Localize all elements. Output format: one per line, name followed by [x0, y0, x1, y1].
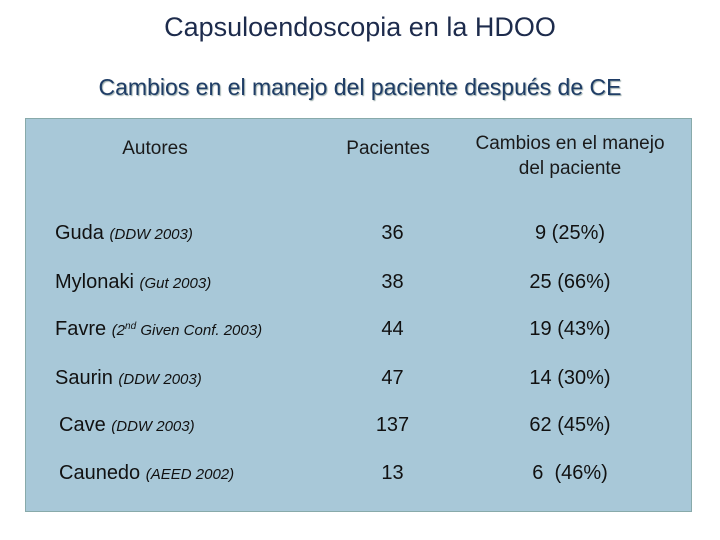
reference: (2nd Given Conf. 2003) [111, 321, 263, 339]
reference-text: (Gut 2003) [139, 275, 212, 292]
reference: (DDW 2003) [118, 371, 201, 388]
reference-text: Given Conf. 2003) [136, 322, 263, 339]
author: Mylonaki [55, 271, 134, 293]
patients: 36 [381, 222, 404, 244]
reference: (AEED 2002) [146, 466, 234, 483]
author-cell: Caunedo (AEED 2002) [59, 462, 234, 485]
patients: 38 [381, 271, 404, 293]
reference-text: (AEED 2002) [145, 466, 235, 483]
author: Caunedo [59, 462, 141, 484]
author-cell: Saurin (DDW 2003) [55, 367, 202, 390]
reference: (DDW 2003) [110, 226, 193, 243]
author: Guda [55, 222, 104, 244]
subtitle: Cambios en el manejo del paciente despué… [98, 74, 622, 100]
change: 14 (30%) [529, 367, 611, 389]
change: 19 (43%) [529, 318, 611, 340]
patients: 44 [381, 318, 404, 340]
reference: (Gut 2003) [139, 275, 211, 292]
title: Capsuloendoscopia en la HDOO [164, 12, 556, 42]
author-cell: Guda (DDW 2003) [55, 222, 193, 245]
patients: 13 [381, 462, 404, 484]
author-cell: Mylonaki (Gut 2003) [55, 271, 211, 294]
reference-text: (DDW 2003) [118, 371, 202, 388]
reference-text: (DDW 2003) [111, 418, 195, 435]
author: Favre [55, 318, 107, 340]
author: Cave [59, 414, 106, 436]
column-header: Pacientes [346, 138, 430, 159]
patients: 47 [381, 367, 404, 389]
author-cell: Cave (DDW 2003) [59, 414, 195, 437]
reference-text: (DDW 2003) [109, 226, 193, 243]
reference-text: (2 [111, 322, 126, 339]
change: 6 (46%) [532, 462, 608, 484]
patients: 137 [375, 414, 410, 436]
change: 62 (45%) [529, 414, 611, 436]
author: Saurin [55, 367, 113, 389]
table-panel [25, 118, 692, 512]
change: 9 (25%) [534, 222, 606, 244]
column-header: Cambios en el manejo del paciente [475, 133, 665, 179]
reference: (DDW 2003) [111, 418, 194, 435]
column-header: Autores [122, 138, 188, 159]
reference-sup: nd [125, 321, 137, 332]
change: 25 (66%) [529, 271, 611, 293]
author-cell: Favre (2nd Given Conf. 2003) [55, 318, 262, 341]
